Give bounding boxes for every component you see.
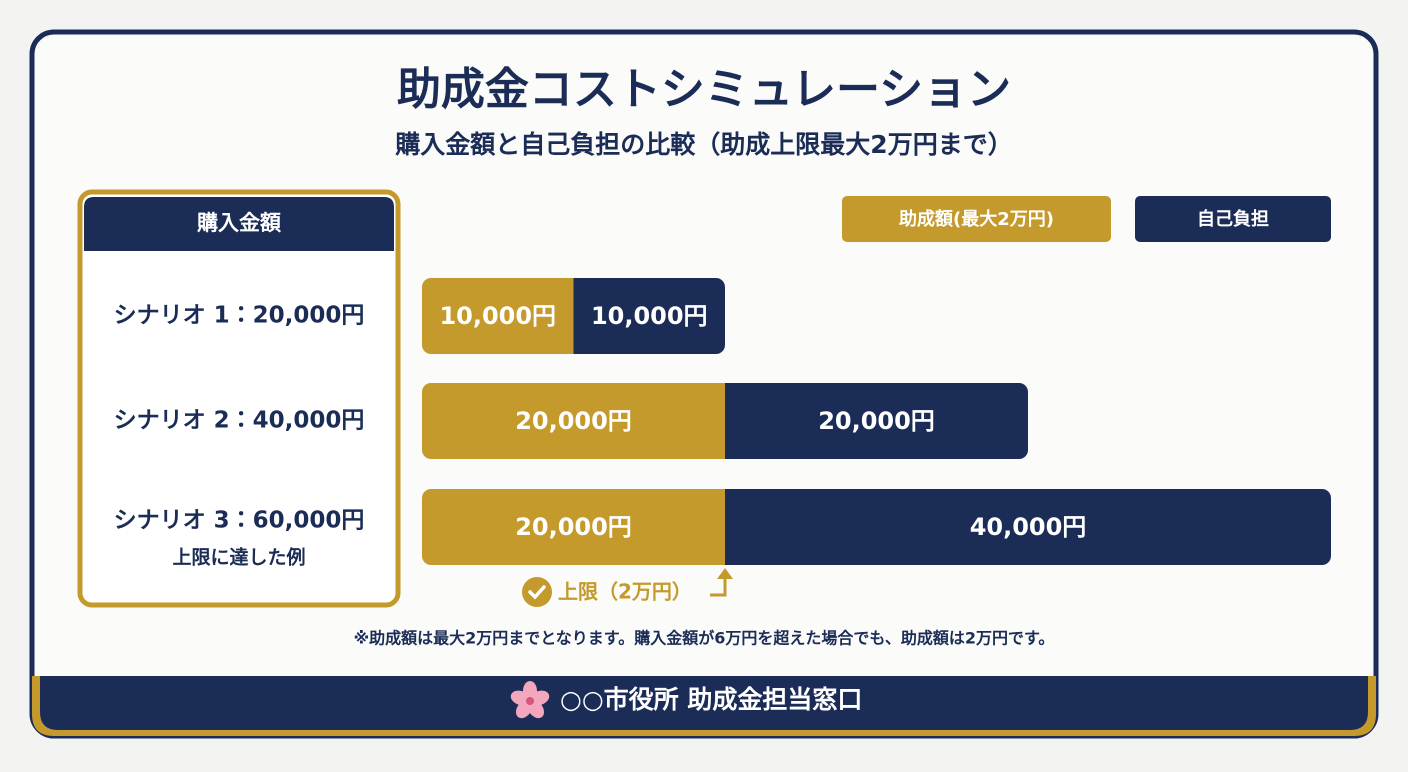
legend-label: 自己負担 xyxy=(1197,208,1269,230)
bar-segment xyxy=(725,489,1331,565)
category-header: 購入金額 xyxy=(196,211,282,235)
chart-subtitle: 購入金額と自己負担の比較（助成上限最大2万円まで） xyxy=(395,130,1012,159)
value-label: 20,000円 xyxy=(818,407,935,435)
note: ※助成額は最大2万円までとなります。購入金額が6万円を超えた場合でも、助成額は2… xyxy=(354,629,1055,648)
value-label: 10,000円 xyxy=(439,302,556,330)
category-label: シナリオ 3：60,000円 xyxy=(114,508,365,534)
sakura-icon xyxy=(510,681,550,719)
cap-label: 上限（2万円） xyxy=(558,580,692,604)
bar-segment xyxy=(422,278,574,354)
category-panel xyxy=(77,189,401,608)
category-label: シナリオ 2：40,000円 xyxy=(114,408,365,434)
category-header-bg xyxy=(84,197,394,251)
bar-segment xyxy=(422,489,725,565)
value-label: 20,000円 xyxy=(515,407,632,435)
value-label: 20,000円 xyxy=(515,513,632,541)
legend-swatch xyxy=(842,196,1111,242)
bar-segment xyxy=(573,278,725,354)
category-subtitle: 上限に達した例 xyxy=(172,546,305,569)
legend-label: 助成額(最大2万円) xyxy=(899,208,1054,230)
footer-band xyxy=(40,676,1368,730)
cap-arrowhead xyxy=(717,568,733,579)
bar-segment xyxy=(422,383,725,459)
footer-text: ○○市役所 助成金担当窓口 xyxy=(560,685,862,714)
check-icon xyxy=(522,577,552,607)
value-label: 10,000円 xyxy=(591,302,708,330)
legend-swatch xyxy=(1135,196,1331,242)
category-label: シナリオ 1：20,000円 xyxy=(114,303,365,329)
bar-segment xyxy=(725,383,1028,459)
chart-title: 助成金コストシミュレーション xyxy=(397,64,1011,115)
check-mark xyxy=(528,585,546,600)
value-label: 40,000円 xyxy=(970,513,1087,541)
